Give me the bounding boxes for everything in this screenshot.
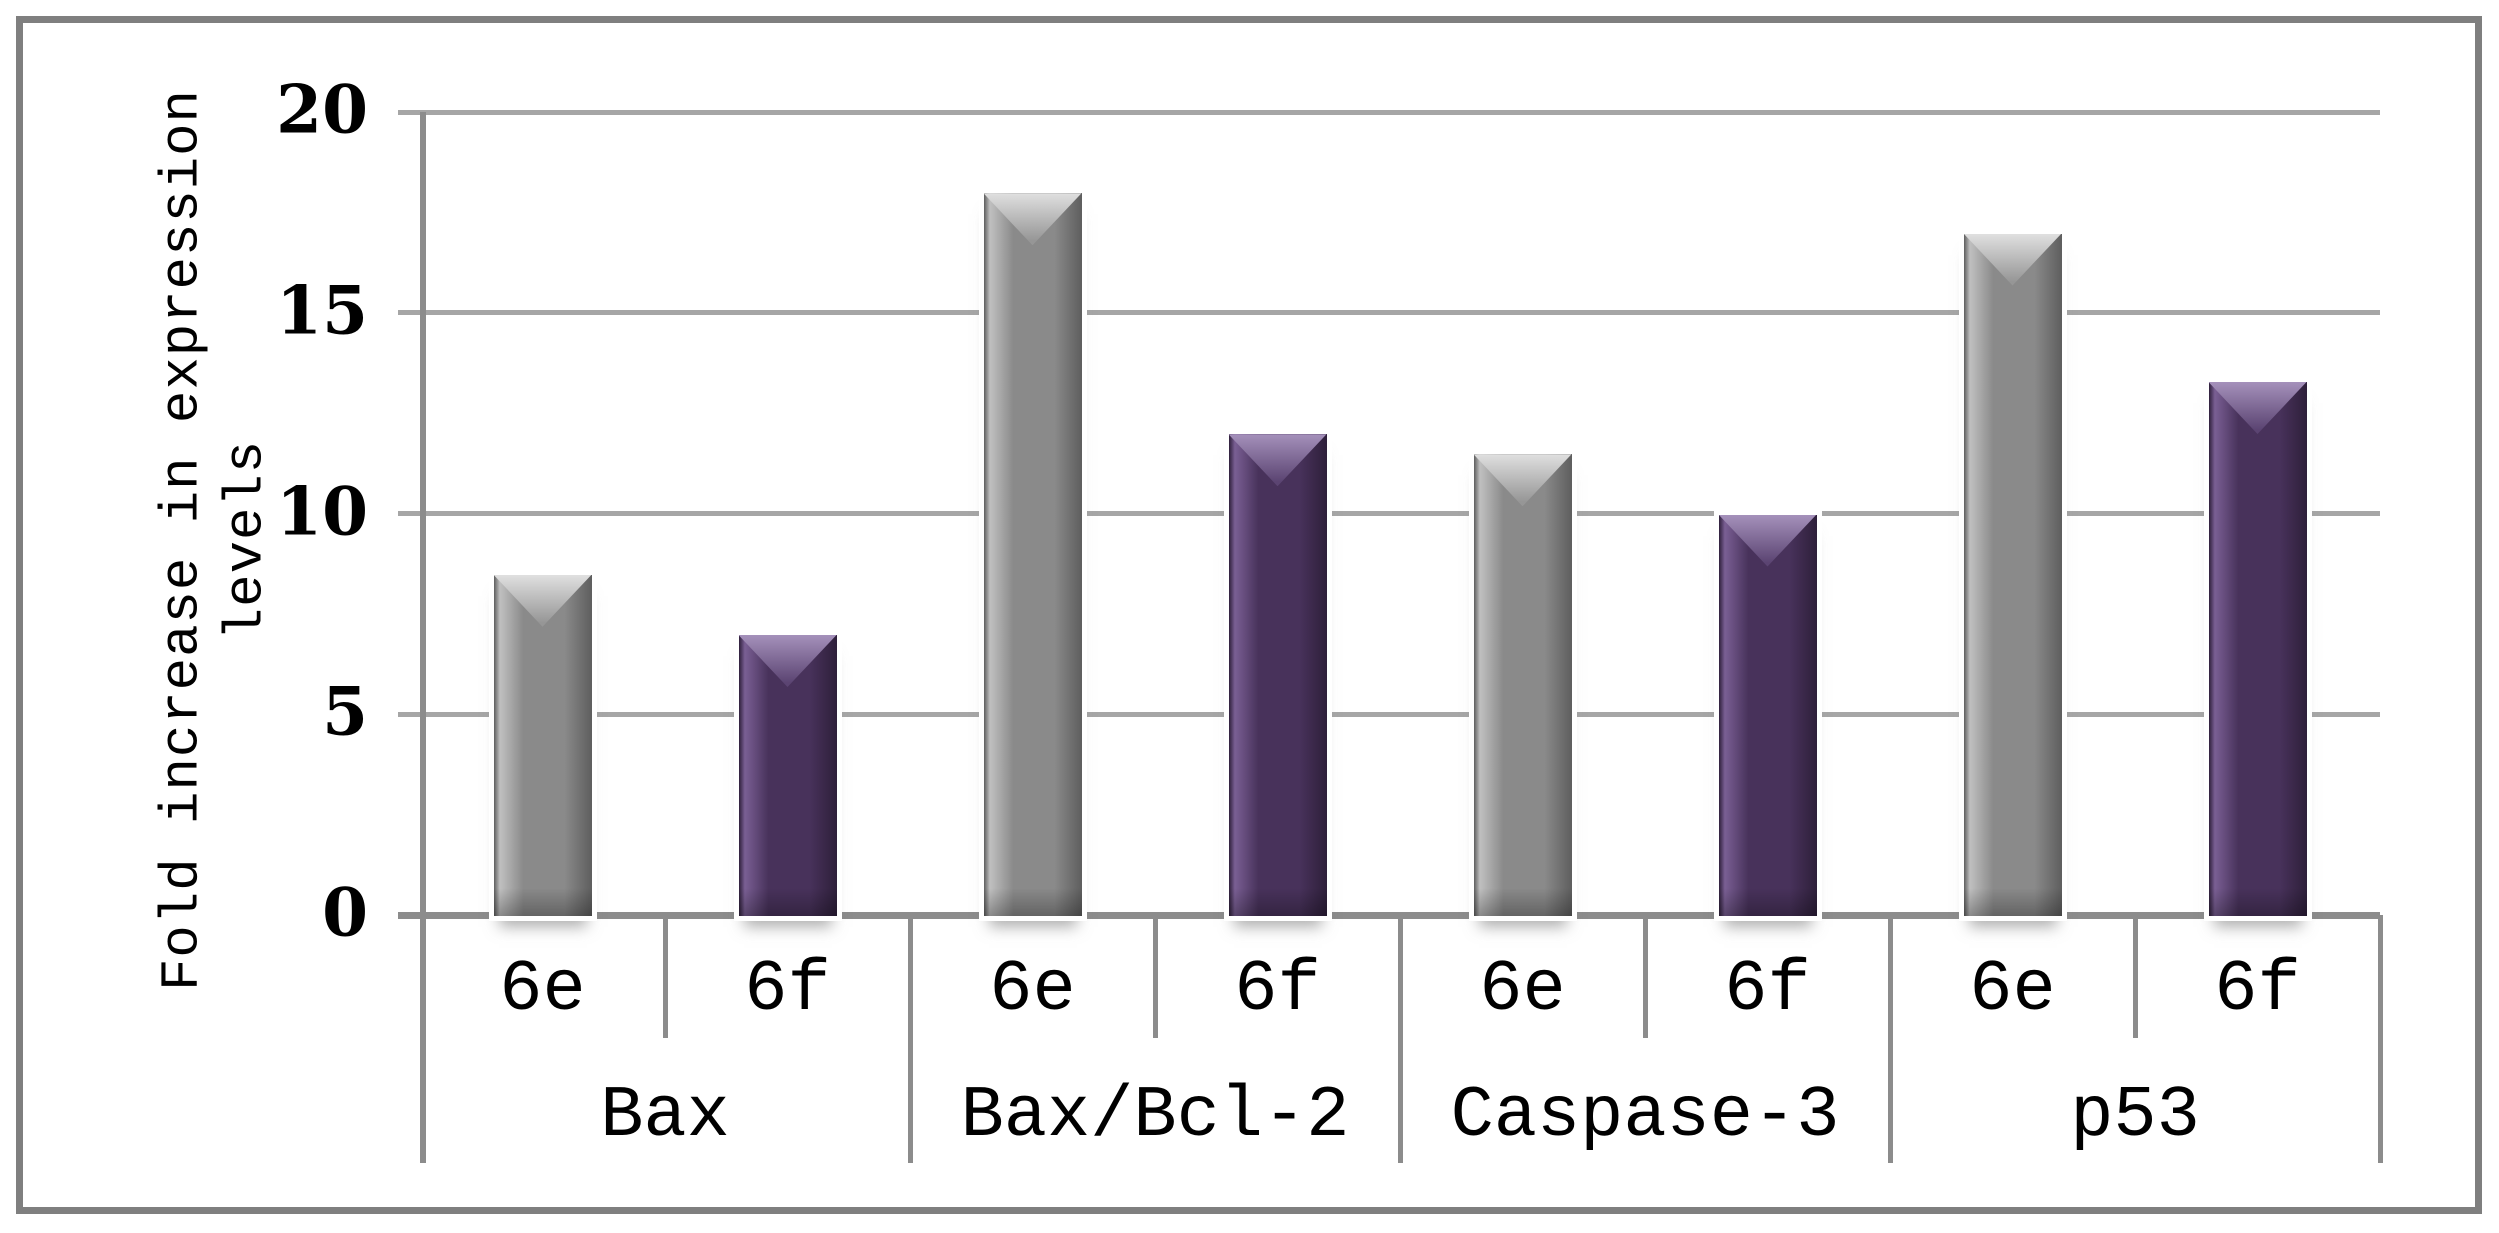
bar-p53-6f: [2208, 382, 2307, 916]
bar-Bax/Bcl-2-6f: [1228, 434, 1327, 916]
bar-bevel-cap: [738, 635, 837, 687]
bar-bevel-cap: [1228, 434, 1327, 487]
subcategory-separator: [1642, 915, 1648, 1038]
group-separator: [1397, 915, 1403, 1163]
bar-Bax-6f: [738, 635, 837, 916]
y-tick-label: 15: [276, 271, 368, 350]
bar-base-shade: [1228, 887, 1327, 916]
bar-Bax/Bcl-2-6e: [983, 193, 1082, 916]
gridline: [398, 711, 2380, 717]
y-tick-label: 5: [322, 672, 368, 751]
x-label-sub-6e: 6e: [1479, 948, 1566, 1031]
group-separator: [907, 915, 913, 1163]
bar-bevel-cap: [1473, 454, 1572, 507]
bar-p53-6e: [1963, 233, 2062, 916]
y-tick-label: 0: [322, 873, 368, 952]
bar-bevel-cap: [493, 574, 592, 627]
bar-base-shade: [983, 887, 1082, 916]
x-label-sub-6e: 6e: [989, 948, 1076, 1031]
x-label-sub-6f: 6f: [2214, 948, 2301, 1031]
x-axis-line: [398, 912, 2380, 919]
x-label-group-p53: p53: [2070, 1074, 2200, 1157]
x-label-sub-6e: 6e: [1969, 948, 2056, 1031]
gridline: [398, 511, 2380, 516]
bar-base-shade: [493, 887, 592, 916]
x-label-sub-6e: 6e: [499, 948, 586, 1031]
bar-Caspase-3-6f: [1718, 514, 1817, 916]
subcategory-separator: [1152, 915, 1158, 1038]
bar-base-shade: [1718, 888, 1817, 916]
bar-bevel-cap: [983, 193, 1082, 246]
gridline: [398, 310, 2380, 316]
y-tick-label: 10: [276, 471, 368, 550]
x-label-group-Caspase-3: Caspase-3: [1450, 1074, 1840, 1157]
x-label-sub-6f: 6f: [1724, 948, 1811, 1031]
y-tick-label: 20: [276, 70, 368, 149]
y-axis-line: [420, 112, 426, 1163]
bar-Bax-6e: [493, 574, 592, 916]
x-label-sub-6f: 6f: [744, 948, 831, 1031]
group-separator: [2377, 915, 2383, 1163]
group-separator: [1887, 915, 1893, 1163]
x-label-sub-6f: 6f: [1234, 948, 1321, 1031]
bar-Caspase-3-6e: [1473, 454, 1572, 916]
gridline: [398, 109, 2380, 115]
bar-base-shade: [1473, 887, 1572, 916]
x-label-group-Bax/Bcl-2: Bax/Bcl-2: [960, 1074, 1350, 1157]
subcategory-separator: [2132, 915, 2138, 1038]
subcategory-separator: [662, 915, 668, 1038]
x-label-group-Bax: Bax: [600, 1074, 730, 1157]
bar-base-shade: [1963, 888, 2062, 916]
bar-base-shade: [2208, 888, 2307, 916]
bar-base-shade: [738, 888, 837, 916]
bar-bevel-cap: [2208, 382, 2307, 434]
bar-bevel-cap: [1718, 514, 1817, 567]
bar-bevel-cap: [1963, 233, 2062, 286]
